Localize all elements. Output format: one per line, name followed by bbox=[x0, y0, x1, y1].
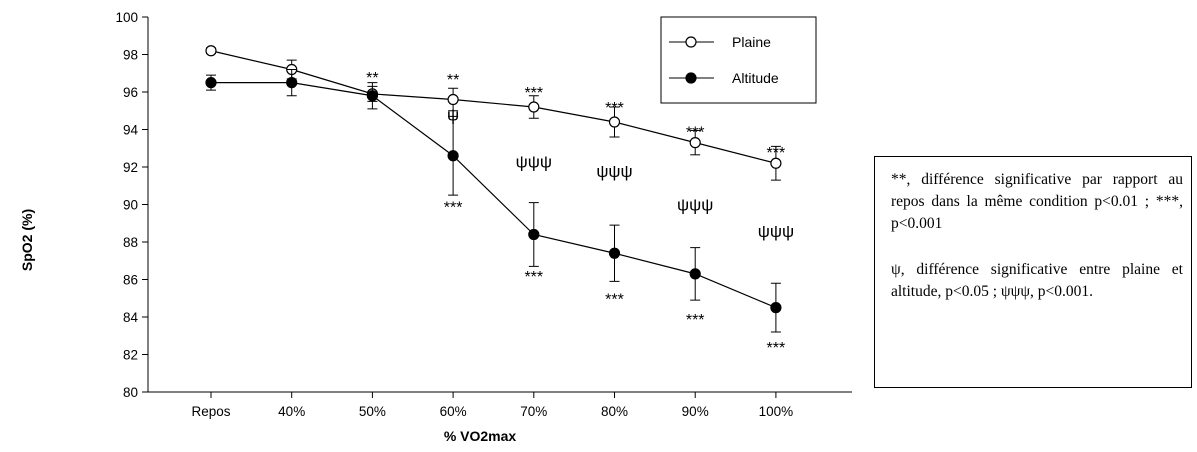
data-point-altitude bbox=[205, 77, 217, 89]
data-point-altitude bbox=[770, 302, 782, 314]
y-tick-label: 94 bbox=[123, 123, 139, 138]
data-point-altitude bbox=[689, 268, 701, 280]
data-point-plaine bbox=[689, 137, 701, 149]
significance-psi-label: ψψψ bbox=[677, 196, 713, 215]
significance-star-label: *** bbox=[524, 269, 543, 286]
y-tick-label: 84 bbox=[123, 310, 139, 325]
spo2-chart: 80 82 84 86 88 90 92 94 96 98 100 Repos 40% 50% 60% 70… bbox=[19, 10, 852, 444]
significance-star-label: *** bbox=[686, 124, 705, 141]
y-tick-label: 100 bbox=[115, 10, 138, 25]
data-point-plaine bbox=[608, 116, 621, 128]
y-tick-label: 86 bbox=[123, 273, 138, 288]
x-tick-label: 40% bbox=[278, 404, 305, 419]
y-tick-label: 92 bbox=[123, 160, 138, 175]
chart-series bbox=[205, 45, 782, 333]
data-point-altitude bbox=[608, 247, 621, 259]
x-axis-ticks: Repos 40% 50% 60% 70% 80% 90% 100% bbox=[191, 392, 793, 419]
significance-star-label: ** bbox=[366, 70, 378, 87]
legend-box bbox=[660, 16, 817, 104]
y-tick-label: 82 bbox=[123, 348, 138, 363]
legend-marker-altitude bbox=[685, 72, 697, 84]
legend-label-altitude: Altitude bbox=[732, 70, 779, 86]
chart-annotations: ** ** ψ *** *** ψψψ *** *** ψψψ *** *** ψψψ *** *** ψψ… bbox=[366, 70, 794, 357]
y-tick-label: 96 bbox=[123, 85, 138, 100]
data-point-altitude bbox=[447, 150, 459, 162]
x-tick-label: Repos bbox=[191, 404, 230, 419]
series-line-altitude bbox=[211, 82, 777, 309]
x-tick-label: 80% bbox=[601, 404, 628, 419]
legend-marker-plaine bbox=[685, 36, 697, 48]
significance-star-label: *** bbox=[767, 145, 786, 162]
x-tick-label: 50% bbox=[359, 404, 386, 419]
significance-star-label: *** bbox=[686, 312, 705, 329]
y-axis-ticks: 80 82 84 86 88 90 92 94 96 98 100 bbox=[115, 10, 148, 400]
significance-star-label: ** bbox=[447, 72, 459, 89]
significance-star-label: *** bbox=[605, 291, 624, 308]
x-tick-label: 90% bbox=[682, 404, 709, 419]
x-tick-label: 60% bbox=[440, 404, 467, 419]
note-text-plaine-altitude: ψ, différence significative entre plaine… bbox=[891, 261, 1183, 300]
significance-psi-label: ψψψ bbox=[516, 152, 552, 171]
y-tick-label: 98 bbox=[123, 48, 138, 63]
data-point-plaine bbox=[528, 101, 540, 113]
x-tick-label: 100% bbox=[759, 404, 794, 419]
significance-star-label: *** bbox=[444, 199, 463, 216]
significance-star-label: *** bbox=[767, 340, 786, 357]
y-tick-label: 90 bbox=[123, 198, 138, 213]
significance-psi-label: ψψψ bbox=[758, 222, 794, 241]
y-axis-label: SpO2 (%) bbox=[19, 209, 35, 271]
series-line-plaine bbox=[210, 50, 777, 164]
chart-legend: Plaine Altitude bbox=[660, 16, 817, 104]
data-point-plaine bbox=[205, 45, 217, 57]
significance-psi-label: ψψψ bbox=[596, 162, 632, 181]
significance-psi-label: ψ bbox=[447, 106, 459, 125]
significance-star-label: *** bbox=[524, 85, 543, 102]
data-point-altitude bbox=[286, 77, 298, 89]
x-tick-label: 70% bbox=[520, 404, 547, 419]
data-point-plaine bbox=[770, 157, 782, 169]
data-point-altitude bbox=[528, 228, 540, 241]
data-point-altitude bbox=[366, 90, 378, 102]
x-axis-label: % VO2max bbox=[444, 428, 517, 444]
y-tick-label: 80 bbox=[123, 385, 138, 400]
significance-note: **, différence significative par rapport… bbox=[874, 156, 1192, 388]
note-text-repos: **, différence significative par rapport… bbox=[891, 171, 1183, 232]
data-point-plaine bbox=[447, 93, 459, 106]
y-tick-label: 88 bbox=[123, 235, 138, 250]
legend-label-plaine: Plaine bbox=[732, 34, 771, 50]
significance-star-label: *** bbox=[605, 100, 624, 117]
